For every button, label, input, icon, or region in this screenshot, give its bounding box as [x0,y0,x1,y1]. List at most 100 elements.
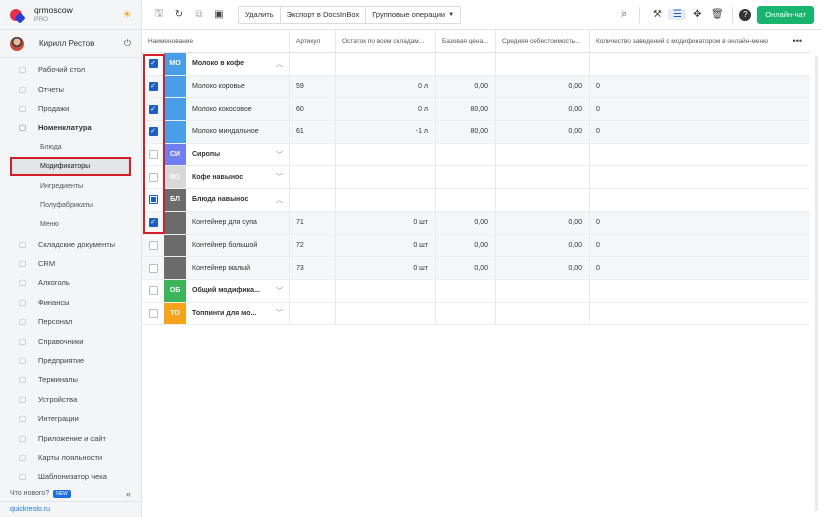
group-operations-label: Групповые операции [372,10,446,19]
col-base-price[interactable]: Базовая цена... [436,29,496,53]
row-checkbox[interactable] [148,172,158,182]
chevron-down-icon[interactable]: ﹀ [276,287,283,295]
chevron-down-icon[interactable]: ﹀ [276,151,283,159]
help-icon[interactable]: ? [739,8,752,21]
sidebar-subitem[interactable]: Меню [40,221,59,229]
row-name: Общий модифика... [192,287,260,295]
export-docsinbox-button[interactable]: Экспорт в DocsInBox [280,5,367,24]
sidebar-item[interactable]: ▢ Терминалы [0,370,141,389]
stock-cell [336,166,436,189]
scrollbar[interactable] [815,56,818,511]
row-checkbox[interactable] [148,195,158,205]
move-icon[interactable]: ✥ [693,9,702,20]
table-row[interactable]: ✓ Молоко кокосовое 60 0 л 80,00 0,00 0 [142,98,810,122]
sidebar-item[interactable]: ▢ Интеграции [0,409,141,428]
more-icon[interactable]: ••• [792,36,802,46]
sidebar-item[interactable]: ▢ Финансы [0,293,141,312]
chevron-down-icon[interactable]: ﹀ [276,174,283,182]
copy-icon[interactable]: ⧉ [195,9,203,20]
sidebar-item[interactable]: ▢ CRM [0,254,141,273]
group-row[interactable]: СИ Сиропы ﹀ [142,143,810,167]
stock-cell: 0 л [336,98,436,121]
whats-new-link[interactable]: Что нового? NEW « [0,486,141,501]
sidebar-item[interactable]: ▢ Алкоголь [0,273,141,292]
col-avg-cost[interactable]: Средняя себестоимость... [496,29,590,53]
row-name: Контейнер малый [192,264,251,272]
col-name[interactable]: Наименование [142,29,290,53]
article-cell [290,143,336,166]
row-checkbox[interactable] [148,286,158,296]
theme-sun-icon[interactable]: ☀ [122,9,132,21]
row-checkbox[interactable] [148,308,158,318]
sidebar-item[interactable]: ▢ Устройства [0,390,141,409]
row-name-cell: Молоко коровье [186,75,290,98]
sidebar-subitem[interactable]: Ингредиенты [40,182,84,190]
online-count-cell: 0 [596,128,600,136]
sidebar-item[interactable]: ▢ Карты лояльности [0,448,141,467]
tools-icon[interactable]: ⚒ [652,9,662,20]
row-checkbox[interactable] [148,263,158,273]
user-panel[interactable]: Кирилл Рестов ⏻ [0,30,141,58]
row-checkbox[interactable] [148,240,158,250]
row-checkbox[interactable]: ✓ [148,82,158,92]
col-stock[interactable]: Остаток по всем складам... [336,29,436,53]
row-checkbox[interactable]: ✓ [148,218,158,228]
search-icon[interactable]: ⌕ [621,8,628,20]
table-row[interactable]: ✓ Молоко коровье 59 0 л 0,00 0,00 0 [142,75,810,99]
sidebar-item[interactable]: ▢ Предприятие [0,351,141,370]
online-count-cell: 0 [596,241,600,249]
avg-cost-cell: 0,00 [496,75,590,98]
sidebar-item[interactable]: ▢ Продажи [0,99,141,118]
sidebar-item-label: Справочники [38,336,84,346]
chevron-up-icon[interactable]: ︿ [276,196,283,204]
sidebar-subitem[interactable]: Блюда [40,143,62,151]
new-badge: NEW [53,489,71,498]
sidebar-item[interactable]: ▢ Номенклатура [0,118,141,137]
group-row[interactable]: ОБ Общий модифика... ﹀ [142,279,810,303]
table-row[interactable]: Контейнер малый 73 0 шт 0,00 0,00 0 [142,257,810,280]
online-chat-button[interactable]: Онлайн-чат [757,5,814,24]
list-view-icon[interactable]: ☰ [668,9,687,20]
save-icon[interactable]: 🖫 [154,8,164,19]
refresh-icon[interactable]: ↻ [174,9,184,20]
brand-header[interactable]: qrmoscow PRO ☀ [0,0,141,30]
row-checkbox[interactable]: ✓ [148,104,158,114]
sidebar-item[interactable]: ▢ Персонал [0,312,141,331]
chevron-down-icon[interactable]: ﹀ [276,310,283,318]
collapse-sidebar-icon[interactable]: « [125,488,131,499]
table-row[interactable]: ✓ Молоко миндальное 61 -1 л 80,00 0,00 0 [142,121,810,144]
sidebar-item[interactable]: ▢ Отчеты [0,79,141,98]
group-row[interactable]: КО Кофе навынос ﹀ [142,166,810,190]
site-link[interactable]: quickresto.ru [0,501,141,517]
chevron-up-icon[interactable]: ︿ [276,60,283,68]
inbox-icon[interactable]: ▣ [214,9,224,20]
col-online-count[interactable]: Количество заведений с модификатором в о… [590,30,810,53]
row-checkbox[interactable] [148,150,158,160]
row-checkbox[interactable]: ✓ [148,127,158,137]
sidebar-subitem[interactable]: Модификаторы [10,156,131,177]
sidebar-item[interactable]: ▢ Шаблонизатор чека [0,467,141,486]
group-row[interactable]: ТО Топпинги для мо... ﹀ [142,302,810,326]
sidebar-item[interactable]: ▢ Справочники [0,331,141,350]
sidebar-subitem[interactable]: Полуфабрикаты [40,201,93,209]
table-body: ✓ МО Молоко в кофе ︿ ✓ Молоко коровье 59 0 л 0,0… [142,53,810,326]
logout-power-icon[interactable]: ⏻ [123,38,131,48]
color-tag [164,257,186,279]
group-row[interactable]: ✓ МО Молоко в кофе ︿ [142,53,810,76]
col-article[interactable]: Артикул [290,29,336,53]
delete-button[interactable]: Удалить [238,5,281,24]
base-price-cell: 0,00 [436,257,496,279]
row-checkbox[interactable]: ✓ [148,59,158,69]
sidebar-item[interactable]: ▢ Рабочий стол [0,60,141,79]
sidebar-item[interactable]: ▢ Складские документы [0,235,141,254]
sidebar-item[interactable]: ▢ Приложение и сайт [0,428,141,447]
group-operations-dropdown[interactable]: Групповые операции ▼ [366,5,462,24]
table-row[interactable]: Контейнер большой 72 0 шт 0,00 0,00 0 [142,234,810,258]
avg-cost-cell [496,166,590,189]
group-row[interactable]: БЛ Блюда навынос ︿ [142,189,810,212]
article-cell: 72 [290,234,336,257]
trash-icon[interactable]: 🗑 [710,9,724,20]
online-count-cell [590,53,810,75]
table-row[interactable]: ✓ Контейнер для супа 71 0 шт 0,00 0,00 0 [142,211,810,235]
row-checkbox-cell [142,144,164,166]
